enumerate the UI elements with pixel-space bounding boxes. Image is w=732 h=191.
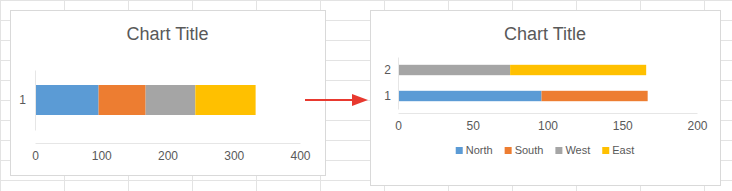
tick-label: 2 (384, 63, 391, 77)
bar (195, 85, 255, 115)
bar (398, 91, 542, 101)
tick: 0 (32, 143, 39, 163)
tick: 1 (19, 93, 35, 107)
tick-label: 0 (32, 149, 39, 163)
category-axis: 12 (384, 58, 398, 110)
arrow-head (352, 94, 368, 106)
bar (510, 65, 646, 75)
tick-label: 50 (467, 119, 481, 133)
arrow (305, 94, 368, 106)
tick-label: 400 (290, 149, 310, 163)
tick-label: 200 (158, 149, 178, 163)
legend-item: South (505, 144, 544, 156)
legend-swatch (602, 147, 609, 154)
chart-title: Chart Title (126, 24, 208, 44)
axis-line (399, 113, 698, 114)
bar (146, 85, 196, 115)
tick-label: 200 (687, 119, 707, 133)
tick: 1 (384, 89, 398, 103)
category-axis: 1 (19, 71, 35, 131)
axis-line (36, 143, 301, 144)
tick-label: 0 (395, 119, 402, 133)
tick: 200 (158, 143, 178, 163)
tick: 150 (613, 113, 633, 133)
chart-frame (11, 11, 326, 176)
legend-label: East (612, 144, 634, 156)
legend-swatch (505, 147, 512, 154)
bar (542, 91, 648, 101)
legend: North South West East (456, 144, 635, 156)
tick: 0 (395, 113, 402, 133)
tick-label: 100 (538, 119, 558, 133)
tick: 2 (384, 63, 398, 77)
chart-title: Chart Title (504, 24, 586, 44)
chart-frame (371, 11, 721, 186)
tick: 300 (224, 143, 244, 163)
tick-label: 1 (384, 89, 391, 103)
sheet-line (0, 0, 732, 1)
legend-item: East (602, 144, 634, 156)
tick-label: 100 (92, 149, 112, 163)
legend-label: West (565, 144, 590, 156)
tick: 50 (467, 113, 481, 133)
canvas: Chart Title 0 100 200 300 400 1 Chart Title 0 50 1… (0, 0, 732, 191)
axis-line (398, 58, 399, 110)
bar (398, 65, 510, 75)
legend-item: North (456, 144, 493, 156)
sheet-grid (0, 0, 732, 191)
legend-label: South (515, 144, 544, 156)
axis-line (35, 71, 36, 131)
tick: 100 (538, 113, 558, 133)
bar (99, 85, 146, 115)
value-axis: 0 50 100 150 200 (395, 113, 708, 133)
tick: 200 (687, 113, 707, 133)
value-axis: 0 100 200 300 400 (32, 143, 311, 163)
bars (398, 65, 648, 101)
arrow-shaft (305, 99, 356, 101)
bar (35, 85, 99, 115)
tick: 100 (92, 143, 112, 163)
legend-swatch (456, 147, 463, 154)
bars (35, 85, 256, 115)
legend-swatch (555, 147, 562, 154)
tick-label: 150 (613, 119, 633, 133)
legend-item: West (555, 144, 590, 156)
tick: 400 (290, 143, 310, 163)
chart: Chart Title05010015020012NorthSouthWestE… (371, 11, 721, 186)
sheet-line (0, 0, 1, 191)
chart: Chart Title 0 100 200 300 400 1 (11, 11, 326, 176)
tick-label: 1 (19, 93, 26, 107)
tick-label: 300 (224, 149, 244, 163)
legend-label: North (466, 144, 493, 156)
